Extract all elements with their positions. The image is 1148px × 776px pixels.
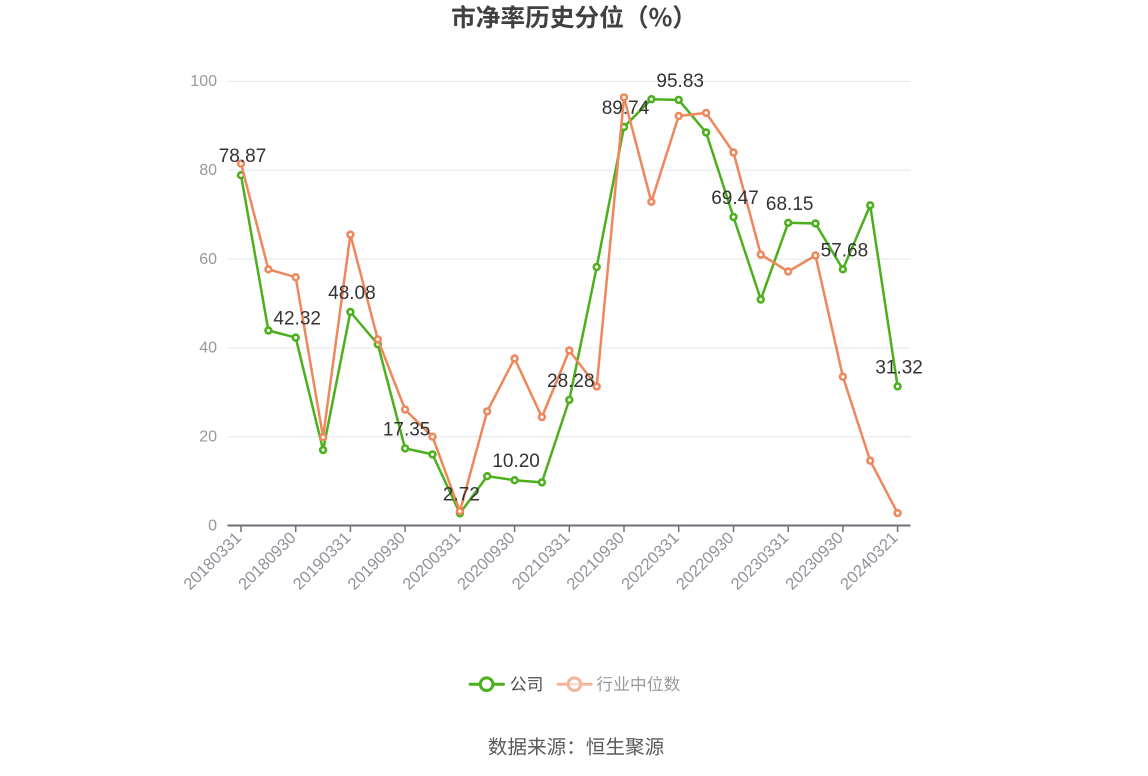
svg-text:95.83: 95.83 xyxy=(656,71,704,92)
svg-text:31.32: 31.32 xyxy=(875,357,923,378)
svg-text:80: 80 xyxy=(199,162,217,179)
svg-text:48.08: 48.08 xyxy=(328,283,376,304)
svg-text:60: 60 xyxy=(199,251,217,268)
svg-text:57.68: 57.68 xyxy=(821,240,869,261)
svg-text:17.35: 17.35 xyxy=(383,419,431,440)
svg-text:89.74: 89.74 xyxy=(602,98,650,119)
svg-text:68.15: 68.15 xyxy=(766,194,814,215)
svg-text:10.20: 10.20 xyxy=(492,451,540,472)
svg-text:78.87: 78.87 xyxy=(219,146,267,167)
svg-text:28.28: 28.28 xyxy=(547,371,595,392)
svg-text:42.32: 42.32 xyxy=(273,309,321,330)
svg-text:40: 40 xyxy=(199,340,217,357)
svg-text:20: 20 xyxy=(199,429,217,446)
svg-text:2.72: 2.72 xyxy=(443,484,480,505)
svg-text:0: 0 xyxy=(208,517,217,534)
svg-text:100: 100 xyxy=(190,73,217,90)
svg-text:69.47: 69.47 xyxy=(711,188,759,209)
